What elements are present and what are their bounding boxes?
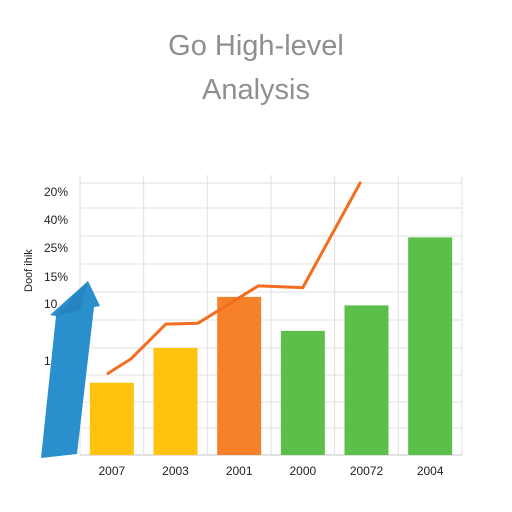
bar <box>280 330 325 455</box>
blue-arrow <box>41 281 100 458</box>
bars <box>89 237 453 455</box>
x-tick-label: 2003 <box>162 464 189 478</box>
arrow-group <box>41 281 100 458</box>
y-tick-label: 40% <box>44 213 68 227</box>
trend-line-group <box>106 181 362 375</box>
y-tick-label: 1 <box>44 354 51 368</box>
x-tick-label: 20072 <box>350 464 384 478</box>
bar <box>408 237 453 455</box>
y-axis-ticks: 20% 40% 25% 15% 10 1 <box>44 185 68 368</box>
bar <box>217 296 262 455</box>
y-tick-label: 15% <box>44 270 68 284</box>
y-tick-label: 20% <box>44 185 68 199</box>
y-axis-label: Doof ihik <box>23 249 35 292</box>
x-tick-label: 2000 <box>289 464 316 478</box>
grid <box>79 175 463 456</box>
bar <box>344 305 389 455</box>
y-tick-label: 25% <box>44 241 68 255</box>
bar <box>153 347 198 455</box>
x-tick-label: 2007 <box>98 464 125 478</box>
chart-title-line1: Go High-level <box>168 30 344 62</box>
blue-arrow-shade <box>56 281 88 316</box>
trend-line <box>106 181 362 375</box>
x-axis-ticks: 2007 2003 2001 2000 20072 2004 <box>98 464 443 478</box>
x-tick-label: 2004 <box>417 464 444 478</box>
y-tick-label: 10 <box>44 297 58 311</box>
bar <box>89 382 134 455</box>
chart-title-line2: Analysis <box>202 74 310 106</box>
x-tick-label: 2001 <box>226 464 253 478</box>
